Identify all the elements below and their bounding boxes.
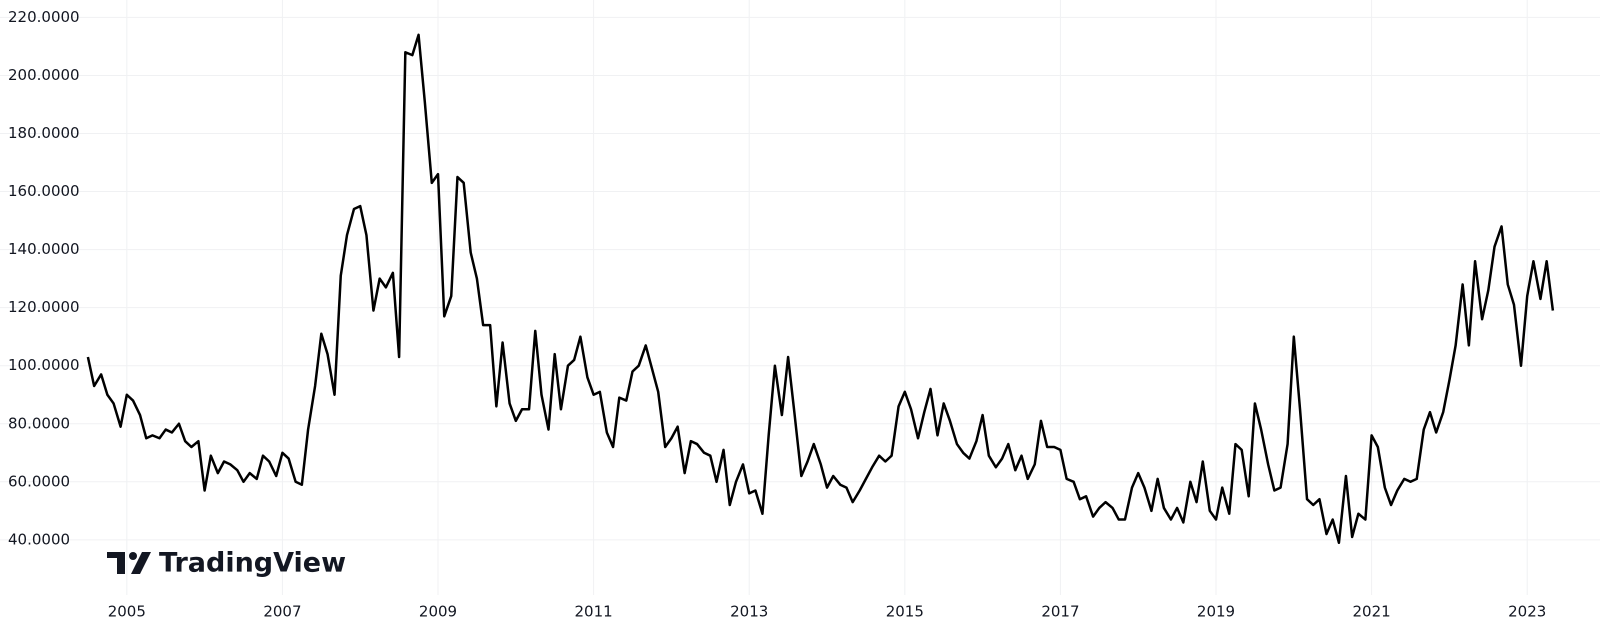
x-tick-label: 2017 bbox=[1041, 603, 1079, 621]
x-tick-label: 2005 bbox=[108, 603, 146, 621]
y-tick-label: 100.0000 bbox=[8, 356, 80, 374]
x-tick-label: 2021 bbox=[1353, 603, 1391, 621]
y-tick-label: 200.0000 bbox=[8, 66, 80, 84]
data-line bbox=[86, 33, 1555, 545]
x-tick-label: 2009 bbox=[419, 603, 457, 621]
y-tick-label: 40.0000 bbox=[8, 530, 70, 548]
x-tick-label: 2015 bbox=[886, 603, 924, 621]
x-tick-label: 2011 bbox=[575, 603, 613, 621]
logo-icon bbox=[107, 552, 151, 574]
x-tick-label: 2013 bbox=[730, 603, 768, 621]
y-tick-label: 140.0000 bbox=[8, 240, 80, 258]
y-tick-label: 220.0000 bbox=[8, 8, 80, 26]
watermark: TradingView bbox=[159, 548, 346, 579]
y-tick-label: 160.0000 bbox=[8, 182, 80, 200]
y-tick-label: 180.0000 bbox=[8, 124, 80, 142]
plot: 40.0000 60.0000 80.0000 100.0000 120.0000 140… bbox=[0, 0, 1600, 621]
y-tick-label: 120.0000 bbox=[8, 298, 80, 316]
x-tick-label: 2007 bbox=[263, 603, 301, 621]
x-tick-label: 2023 bbox=[1508, 603, 1546, 621]
x-tick-label: 2019 bbox=[1197, 603, 1235, 621]
y-tick-label: 80.0000 bbox=[8, 414, 70, 432]
y-tick-label: 60.0000 bbox=[8, 472, 70, 490]
